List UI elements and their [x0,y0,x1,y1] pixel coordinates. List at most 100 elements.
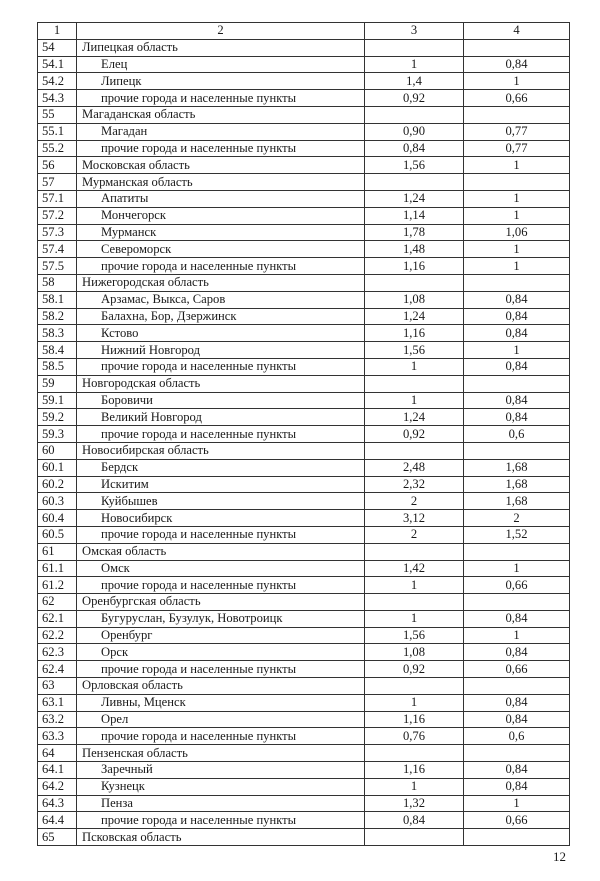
row-number: 64.4 [37,811,77,830]
table-row-city: 55.1 Магадан 0,90 0,77 [37,122,570,141]
row-number: 64.3 [37,794,77,813]
table-row-city: 55.2 прочие города и населенные пункты 0,8… [37,139,570,158]
locality-name: Орловская область [76,677,365,695]
coefficient-col4: 2 [463,509,570,527]
locality-name: Боровичи [76,391,365,410]
coefficient-col4 [463,744,570,763]
row-number: 58.1 [37,290,77,309]
header-cell: 2 [76,22,365,40]
header-cell: 4 [463,22,570,40]
coefficient-col4: 0,84 [463,643,570,662]
locality-name: Пенза [76,794,365,813]
coefficient-col4: 0,84 [463,357,570,376]
row-number: 62.1 [37,609,77,628]
row-number: 57.2 [37,206,77,225]
coefficient-col3: 1,16 [364,324,464,343]
coefficient-col3: 1,48 [364,240,464,259]
row-number: 54.1 [37,55,77,74]
table-row-city: 57.5 прочие города и населенные пункты 1,1… [37,257,570,275]
table-header-row: 1 2 3 4 [37,22,570,40]
coefficient-col3: 2 [364,525,464,544]
coefficient-col4: 1,68 [463,492,570,511]
locality-name: Омская область [76,542,365,561]
coefficient-col4: 0,6 [463,425,570,443]
row-number: 56 [37,156,77,175]
coefficient-col3: 1,08 [364,643,464,662]
table-row-city: 57.2 Мончегорск 1,14 1 [37,206,570,225]
coefficient-col4: 0,6 [463,727,570,746]
locality-name: Магадан [76,122,365,141]
locality-name: Кстово [76,324,365,343]
locality-name: Балахна, Бор, Дзержинск [76,307,365,326]
coefficient-col3 [364,828,464,847]
table-row-city: 60.5 прочие города и населенные пункты 2 1,… [37,525,570,544]
coefficient-col4: 1 [463,794,570,813]
coefficient-col4: 0,84 [463,391,570,410]
coefficient-col3 [364,173,464,191]
coefficient-col3: 0,84 [364,811,464,830]
row-number: 63.2 [37,710,77,729]
locality-name: Мурманская область [76,173,365,191]
coefficients-table: 1 2 3 4 54 Липецкая область 54.1 Елец 1 0,84 5… [37,22,570,847]
coefficient-col4: 1 [463,156,570,175]
locality-name: Бугуруслан, Бузулук, Новотроицк [76,609,365,628]
table-row-city: 62.3 Орск 1,08 0,84 [37,643,570,662]
coefficient-col4: 0,84 [463,777,570,796]
row-number: 60.5 [37,525,77,544]
locality-name: Елец [76,55,365,74]
locality-name: Мурманск [76,223,365,242]
coefficient-col3: 1,16 [364,761,464,779]
locality-name: прочие города и населенные пункты [76,139,365,158]
coefficient-col3: 1,56 [364,341,464,359]
locality-name: Новгородская область [76,374,365,393]
row-number: 62.2 [37,626,77,645]
table-row-city: 57.4 Североморск 1,48 1 [37,240,570,259]
coefficient-col3: 0,92 [364,425,464,443]
coefficient-col4 [463,828,570,847]
locality-name: прочие города и населенные пункты [76,425,365,443]
locality-name: Арзамас, Выкса, Саров [76,290,365,309]
coefficient-col4: 0,84 [463,307,570,326]
locality-name: Кузнецк [76,777,365,796]
coefficient-col4: 1 [463,240,570,259]
locality-name: Искитим [76,475,365,494]
row-number: 55.1 [37,122,77,141]
row-number: 54.3 [37,89,77,107]
coefficient-col4 [463,374,570,393]
table-row-city: 57.3 Мурманск 1,78 1,06 [37,223,570,242]
row-number: 60.3 [37,492,77,511]
coefficient-col3: 1,14 [364,206,464,225]
locality-name: прочие города и населенные пункты [76,257,365,275]
coefficient-col3: 1,56 [364,626,464,645]
locality-name: Нижний Новгород [76,341,365,359]
table-row-region: 59 Новгородская область [37,374,570,393]
coefficient-col3: 0,92 [364,89,464,107]
locality-name: прочие города и населенные пункты [76,89,365,107]
locality-name: Орск [76,643,365,662]
coefficient-col4 [463,542,570,561]
locality-name: Оренбургская область [76,593,365,611]
table-row-city: 58.2 Балахна, Бор, Дзержинск 1,24 0,84 [37,307,570,326]
coefficient-col3: 1,08 [364,290,464,309]
coefficient-col4 [463,677,570,695]
table-row-region: 62 Оренбургская область [37,593,570,611]
table-row-city: 54.1 Елец 1 0,84 [37,55,570,74]
header-cell: 3 [364,22,464,40]
table-row-city: 64.3 Пенза 1,32 1 [37,794,570,813]
row-number: 64 [37,744,77,763]
row-number: 57.4 [37,240,77,259]
coefficient-col3: 1 [364,693,464,712]
coefficient-col4: 0,84 [463,324,570,343]
coefficient-col4: 1 [463,626,570,645]
coefficient-col4: 1,68 [463,458,570,477]
row-number: 61.2 [37,576,77,595]
coefficient-col3: 2,32 [364,475,464,494]
coefficient-col3: 0,76 [364,727,464,746]
coefficient-col3 [364,593,464,611]
row-number: 57 [37,173,77,191]
locality-name: Куйбышев [76,492,365,511]
coefficient-col3: 1,42 [364,559,464,578]
locality-name: Липецк [76,72,365,91]
coefficient-col4: 0,66 [463,576,570,595]
locality-name: Оренбург [76,626,365,645]
